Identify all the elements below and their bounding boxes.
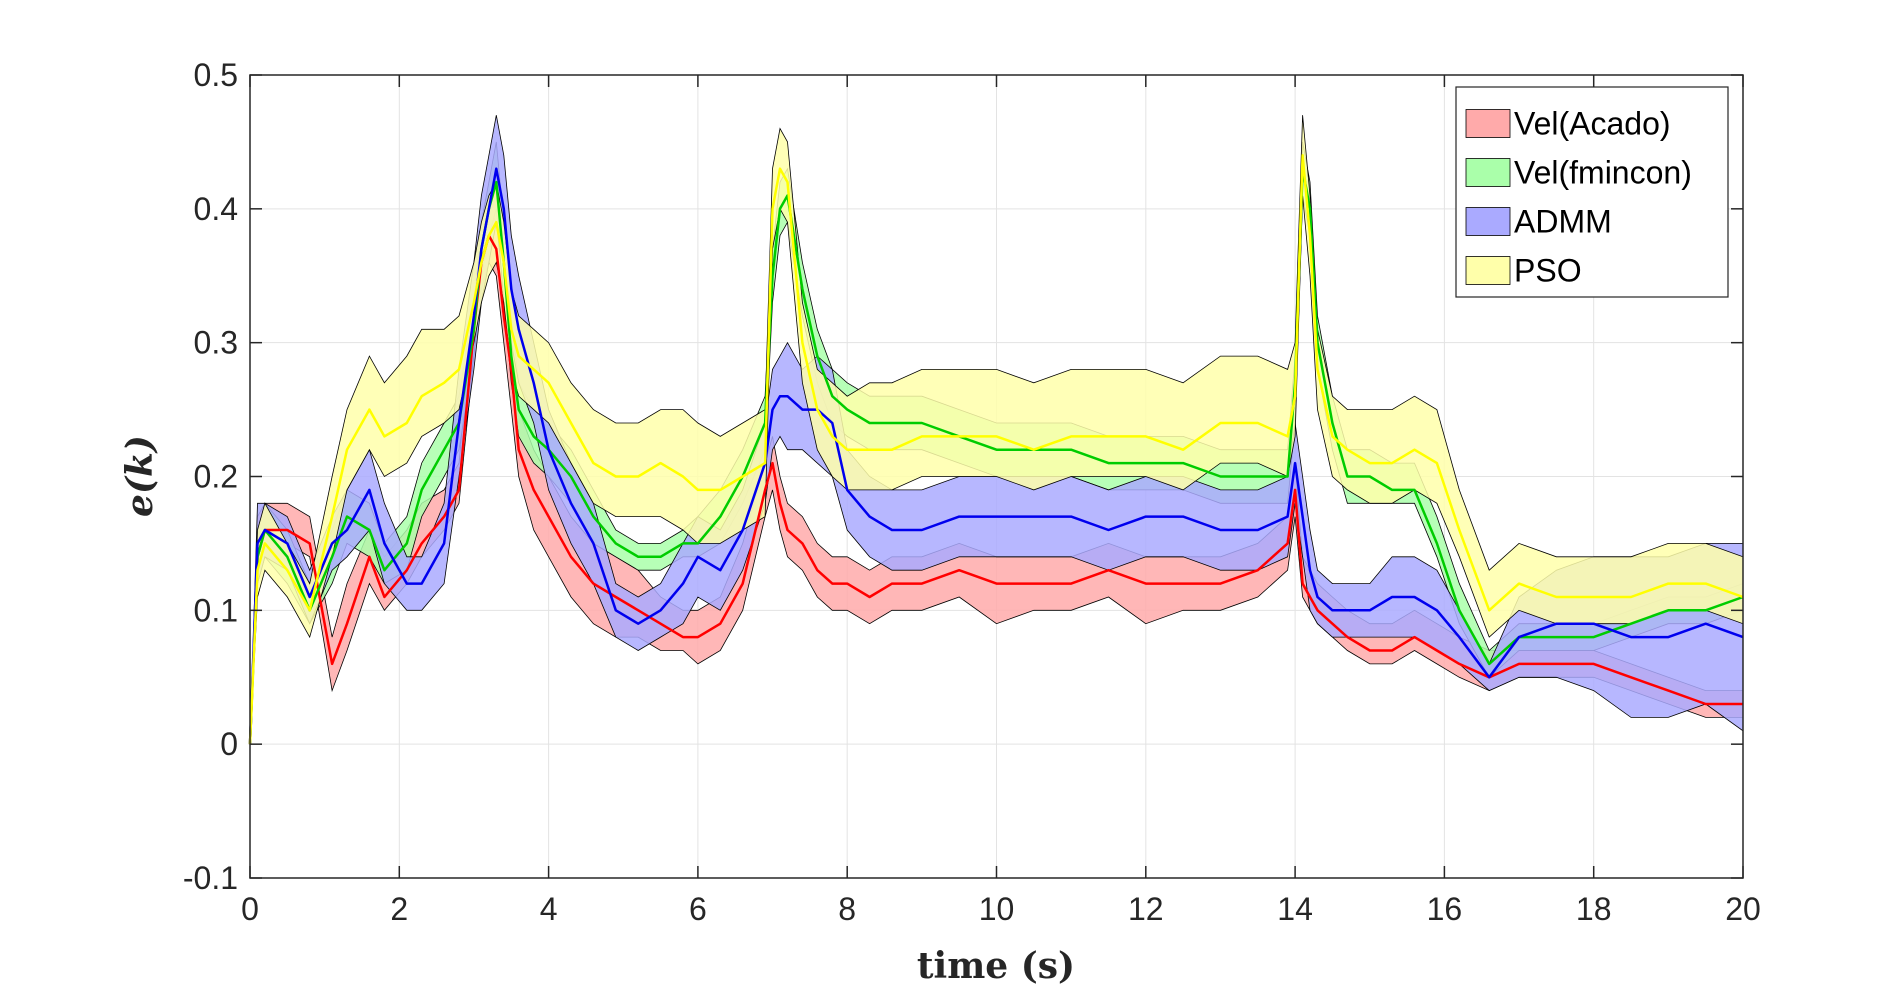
x-tick-label: 2 bbox=[390, 891, 408, 927]
line-pso bbox=[248, 154, 1744, 745]
x-tick-label: 4 bbox=[540, 891, 558, 927]
y-axis-ticks: -0.1 0 0.1 0.2 0.3 0.4 0.5 bbox=[183, 57, 1743, 896]
legend-label-admm: ADMM bbox=[1514, 204, 1612, 240]
x-tick-label: 10 bbox=[979, 891, 1015, 927]
y-tick-label: -0.1 bbox=[183, 860, 238, 896]
legend-swatch-admm bbox=[1465, 207, 1511, 236]
line-admm bbox=[248, 167, 1744, 745]
x-tick-label: 12 bbox=[1128, 891, 1164, 927]
x-tick-label: 20 bbox=[1725, 891, 1761, 927]
x-tick-label: 18 bbox=[1576, 891, 1612, 927]
x-tick-label: 14 bbox=[1277, 891, 1313, 927]
y-axis-label: e(k) bbox=[119, 435, 161, 517]
legend: Vel(Acado) Vel(fmincon) ADMM PSO bbox=[1455, 86, 1729, 298]
line-vel-acado bbox=[248, 234, 1743, 745]
x-axis-ticks: 0 2 4 6 8 10 12 14 16 18 20 bbox=[241, 75, 1761, 927]
y-tick-label: 0.1 bbox=[194, 592, 238, 628]
legend-label-pso: PSO bbox=[1514, 253, 1582, 289]
x-axis-label: time (s) bbox=[917, 945, 1075, 986]
y-tick-label: 0.2 bbox=[194, 459, 238, 495]
y-tick-label: 0 bbox=[220, 726, 238, 762]
legend-swatch-vel-fmincon bbox=[1465, 158, 1511, 187]
x-tick-label: 8 bbox=[838, 891, 856, 927]
legend-swatch-vel-acado bbox=[1465, 109, 1511, 138]
legend-label-vel-fmincon: Vel(fmincon) bbox=[1514, 155, 1692, 191]
series-lines bbox=[248, 154, 1744, 745]
y-tick-label: 0.4 bbox=[194, 191, 238, 227]
y-tick-label: 0.3 bbox=[194, 325, 238, 361]
legend-swatch-pso bbox=[1465, 256, 1511, 285]
x-tick-label: 0 bbox=[241, 891, 259, 927]
x-tick-label: 16 bbox=[1427, 891, 1463, 927]
x-tick-label: 6 bbox=[689, 891, 707, 927]
legend-label-vel-acado: Vel(Acado) bbox=[1514, 106, 1671, 142]
y-tick-label: 0.5 bbox=[194, 57, 238, 93]
line-vel-fmincon bbox=[248, 167, 1744, 745]
